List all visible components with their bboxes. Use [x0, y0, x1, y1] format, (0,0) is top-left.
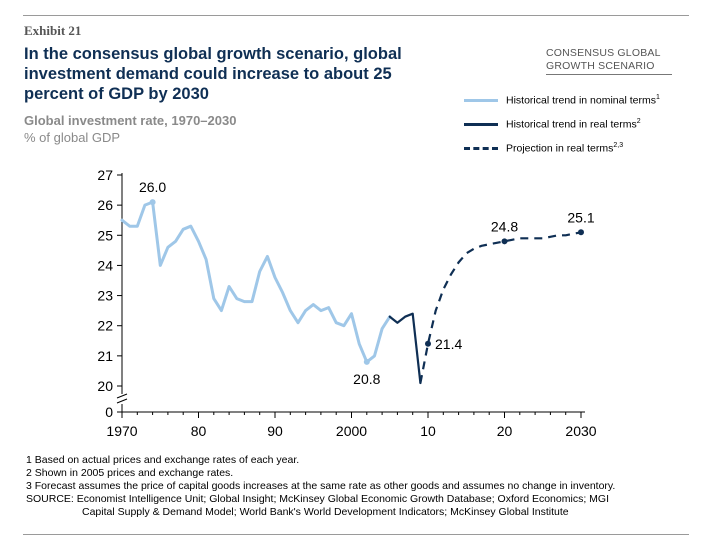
y-tick-label-20: 20: [97, 378, 113, 394]
bottom-divider: [23, 534, 689, 535]
legend-swatch-nominal: [464, 99, 498, 102]
legend-swatch-projection: [464, 147, 498, 150]
y-tick-label-0: 0: [105, 404, 113, 420]
x-tick-label-1970: 1970: [106, 423, 137, 439]
source-line-2: Capital Supply & Demand Model; World Ban…: [82, 506, 569, 518]
chart-subtitle: Global investment rate, 1970–2030: [24, 113, 237, 128]
legend-item-projection: Projection in real terms2,3: [464, 142, 674, 166]
data-label-2002: 20.8: [353, 371, 380, 387]
data-label-2030: 25.1: [567, 209, 594, 225]
data-label-2020: 24.8: [491, 218, 518, 234]
x-tick-label-1980: 80: [191, 423, 207, 439]
chart-legend: Historical trend in nominal terms1 Histo…: [464, 94, 674, 166]
x-tick-label-2030: 2030: [565, 423, 596, 439]
data-point-1974: [149, 199, 156, 206]
legend-item-real: Historical trend in real terms2: [464, 118, 674, 142]
legend-label-nominal: Historical trend in nominal terms1: [506, 94, 660, 107]
x-tick-label-2000: 2000: [336, 423, 367, 439]
y-tick-label-26: 26: [97, 197, 113, 213]
chart-unit: % of global GDP: [24, 130, 121, 145]
y-axis-break-mark-2: [116, 398, 128, 404]
investment-rate-chart: 0 20 21 22 23 24 25 26 27 1970 80 90 2000 10 20 2030 26.…: [97, 167, 596, 439]
series-line-real: [388, 312, 422, 385]
legend-label-projection: Projection in real terms2,3: [506, 142, 624, 155]
y-tick-label-22: 22: [97, 318, 113, 334]
y-tick-label-25: 25: [97, 227, 113, 243]
x-tick-label-1990: 90: [267, 423, 283, 439]
x-tick-label-2020: 20: [497, 423, 513, 439]
y-tick-label-24: 24: [97, 257, 113, 273]
y-axis-break-mark-1: [116, 393, 128, 399]
data-point-2020: [501, 238, 508, 245]
x-tick-label-2010: 10: [420, 423, 436, 439]
footnote-1: 1 Based on actual prices and exchange ra…: [26, 454, 300, 466]
scenario-tag-line1: CONSENSUS GLOBAL: [546, 47, 661, 59]
data-label-1974: 26.0: [139, 179, 166, 195]
legend-item-nominal: Historical trend in nominal terms1: [464, 94, 674, 118]
top-divider: [23, 15, 689, 16]
data-point-2010: [425, 340, 431, 347]
legend-label-real: Historical trend in real terms2: [506, 118, 641, 131]
data-point-2002: [363, 358, 370, 365]
source-line-1: SOURCE: Economist Intelligence Unit; Glo…: [26, 493, 609, 505]
series-line-projection: [419, 231, 582, 384]
y-tick-label-27: 27: [97, 167, 113, 183]
y-tick-label-23: 23: [97, 288, 113, 304]
data-label-2010: 21.4: [435, 336, 462, 352]
series-line-nominal: [120, 200, 392, 364]
footnotes: 1 Based on actual prices and exchange ra…: [26, 454, 615, 519]
y-tick-label-21: 21: [97, 348, 113, 364]
legend-swatch-real: [464, 123, 498, 126]
footnote-3: 3 Forecast assumes the price of capital …: [26, 480, 616, 492]
data-point-2030: [578, 229, 584, 236]
footnote-2: 2 Shown in 2005 prices and exchange rate…: [26, 467, 234, 479]
scenario-tag-line2: GROWTH SCENARIO: [546, 60, 655, 72]
chart-title: In the consensus global growth scenario,…: [24, 45, 402, 103]
exhibit-label: Exhibit 21: [24, 23, 82, 38]
scenario-tag: CONSENSUS GLOBAL GROWTH SCENARIO: [546, 47, 672, 75]
